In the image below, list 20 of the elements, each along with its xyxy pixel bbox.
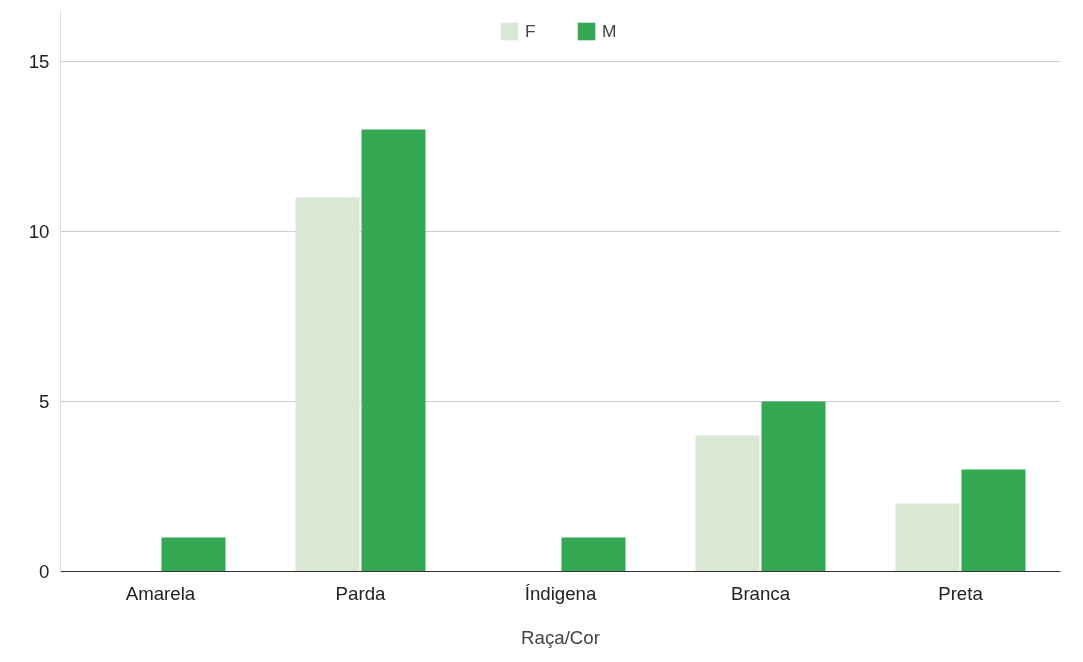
bar (761, 401, 826, 572)
bar (961, 469, 1026, 572)
x-tick-label: Amarela (125, 582, 196, 604)
bar (561, 537, 626, 572)
bar (695, 435, 760, 572)
y-tick-label: 5 (39, 391, 50, 412)
bar (295, 197, 360, 572)
x-tick-label: Índigena (524, 582, 597, 604)
bar (161, 537, 226, 572)
x-tick-label: Branca (730, 582, 791, 604)
bar (895, 503, 960, 572)
y-tick-label: 15 (28, 51, 50, 72)
y-tick-label: 10 (28, 221, 50, 242)
y-tick-label: 0 (39, 561, 50, 582)
x-tick-label: Preta (938, 582, 984, 604)
legend-label: M (602, 20, 618, 42)
x-axis-title: Raça/Cor (521, 626, 600, 648)
legend-label: F (525, 20, 537, 42)
x-tick-label: Parda (335, 582, 387, 604)
bar (361, 129, 426, 572)
